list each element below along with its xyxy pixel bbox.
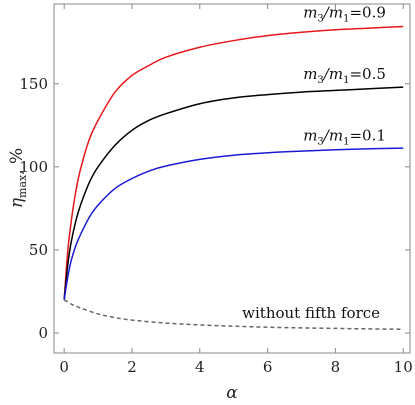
- series-annotation: m3/m1=0.9: [303, 3, 386, 24]
- series-annotation: m3/m1=0.1: [303, 126, 386, 147]
- y-tick-label: 50: [29, 241, 48, 259]
- x-axis-label: α: [226, 383, 238, 403]
- series-annotation: m3/m1=0.5: [303, 65, 386, 86]
- plot-frame: [53, 3, 411, 354]
- series-group: [63, 25, 404, 330]
- y-tick-label: 150: [19, 75, 48, 93]
- x-tick-label: 8: [331, 358, 341, 376]
- series-line-m3-m1-0-1: [63, 147, 404, 300]
- y-axis-label: ηmax, %: [7, 148, 29, 208]
- x-tick-label: 2: [127, 358, 137, 376]
- y-tick-label: 0: [38, 324, 48, 342]
- series-annotation: without fifth force: [242, 304, 380, 322]
- series-line-without-fifth-force: [63, 299, 404, 330]
- y-axis-label-text: ηmax, %: [7, 148, 29, 208]
- series-line-m3-m1-0-9: [63, 25, 404, 300]
- annotations: m3/m1=0.9 m3/m1=0.5 m3/m1=0.1 without fifth…: [242, 3, 386, 322]
- x-tick-label: 0: [59, 358, 69, 376]
- x-tick-label: 10: [394, 358, 413, 376]
- x-tick-label: 6: [263, 358, 273, 376]
- x-tick-label: 4: [195, 358, 205, 376]
- axis-ticks: [54, 4, 410, 353]
- series-line-m3-m1-0-5: [63, 86, 404, 300]
- y-tick-label: 100: [19, 158, 48, 176]
